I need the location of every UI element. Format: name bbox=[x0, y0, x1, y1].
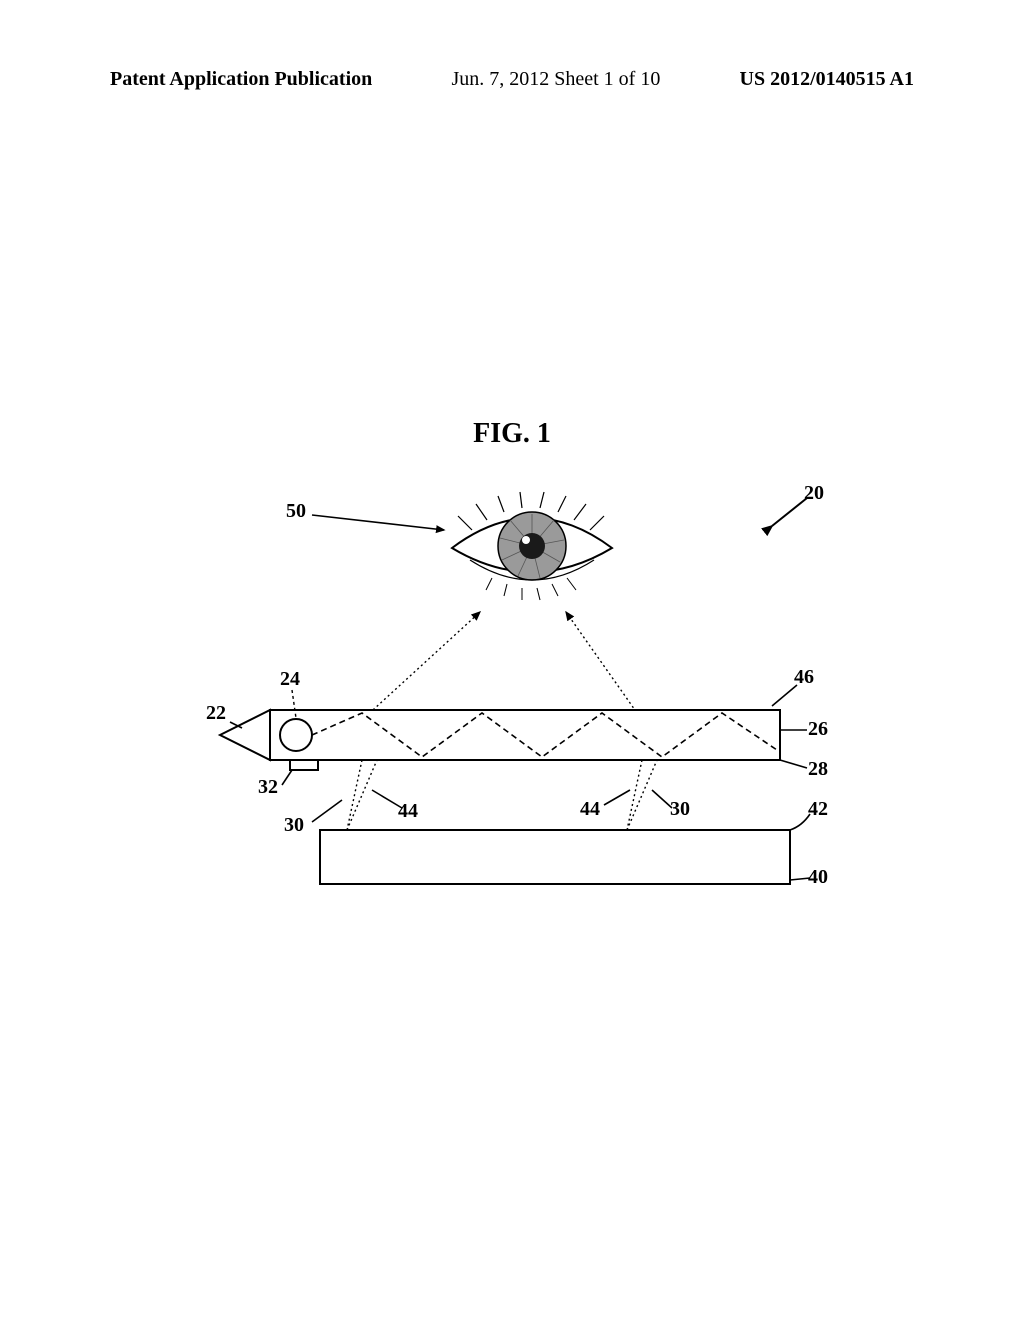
leader-44b bbox=[604, 790, 630, 805]
figure-title: FIG. 1 bbox=[0, 418, 1024, 450]
page-header: Patent Application Publication Jun. 7, 2… bbox=[0, 68, 1024, 91]
eye-rays bbox=[362, 612, 642, 720]
leader-20 bbox=[772, 498, 807, 526]
ref-26: 26 bbox=[808, 718, 828, 741]
ref-46: 46 bbox=[794, 666, 814, 689]
header-center: Jun. 7, 2012 Sheet 1 of 10 bbox=[451, 68, 660, 91]
ref-40: 40 bbox=[808, 866, 828, 889]
leader-50 bbox=[312, 515, 444, 530]
leader-30a bbox=[312, 800, 342, 822]
leader-42 bbox=[790, 814, 810, 830]
figure-diagram: 20 50 24 22 46 26 28 32 30 44 44 30 42 4… bbox=[212, 490, 812, 910]
ref-22: 22 bbox=[206, 702, 226, 725]
ref-44a: 44 bbox=[398, 800, 418, 823]
header-left: Patent Application Publication bbox=[110, 68, 372, 91]
leader-40 bbox=[790, 878, 810, 880]
header-right: US 2012/0140515 A1 bbox=[740, 68, 914, 91]
eye-icon bbox=[452, 492, 612, 600]
ref-50: 50 bbox=[286, 500, 306, 523]
ref-30a: 30 bbox=[284, 814, 304, 837]
lower-plate bbox=[320, 830, 790, 884]
ref-28: 28 bbox=[808, 758, 828, 781]
leader-28 bbox=[780, 760, 807, 768]
figure-svg bbox=[212, 490, 812, 910]
ref-30b: 30 bbox=[670, 798, 690, 821]
leader-32 bbox=[282, 770, 292, 785]
ref-44b: 44 bbox=[580, 798, 600, 821]
leader-30b bbox=[652, 790, 672, 808]
reflection-rays bbox=[347, 760, 657, 830]
waveguide-upper bbox=[220, 710, 780, 760]
coupling-element bbox=[290, 760, 318, 770]
ref-20: 20 bbox=[804, 482, 824, 505]
ref-42: 42 bbox=[808, 798, 828, 821]
ref-24: 24 bbox=[280, 668, 300, 691]
ref-32: 32 bbox=[258, 776, 278, 799]
